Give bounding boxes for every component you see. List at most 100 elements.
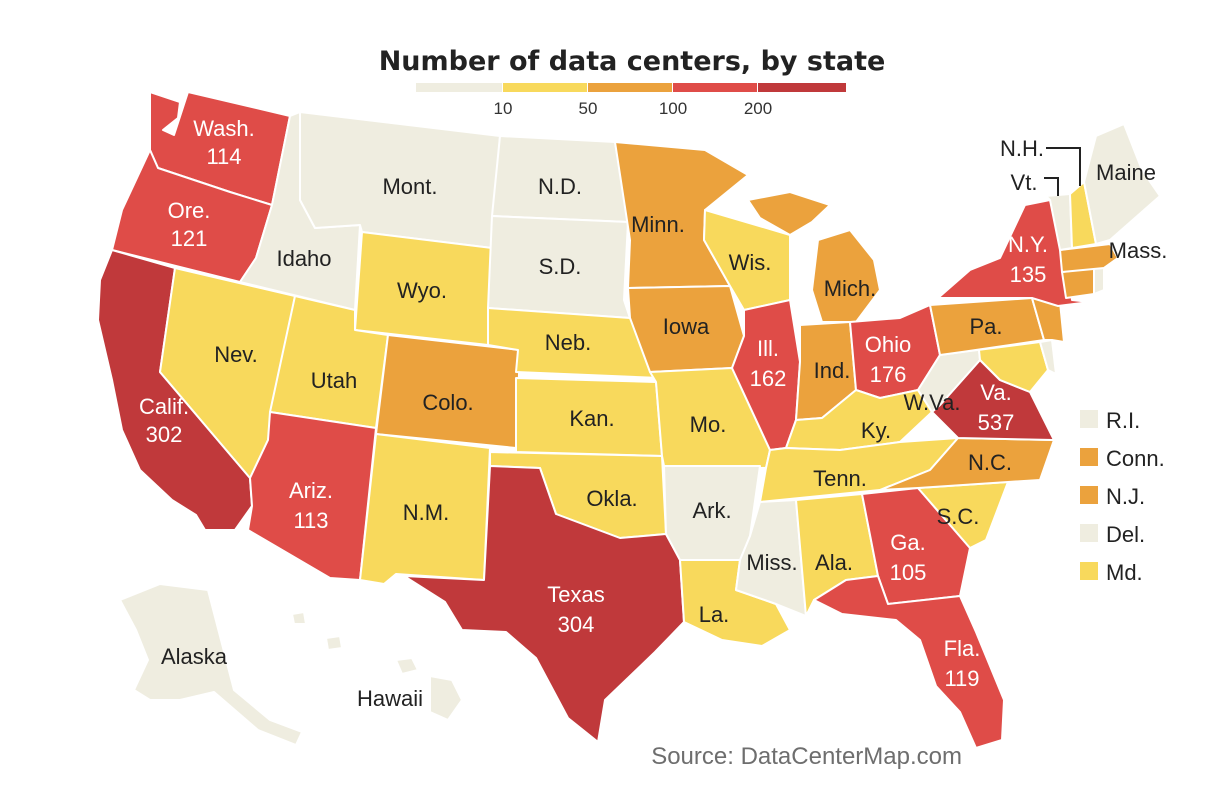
state-vermont <box>1045 193 1073 251</box>
label-georgia: Ga. <box>890 530 925 555</box>
label-iowa: Iowa <box>663 314 710 339</box>
state-texas <box>403 465 685 743</box>
legend-swatch-1 <box>503 83 587 92</box>
small-state-label-conn: Conn. <box>1106 446 1165 471</box>
small-state-swatch-nj <box>1080 486 1098 504</box>
value-new-york: 135 <box>1010 262 1047 287</box>
state-north-carolina <box>879 437 1055 491</box>
label-maine: Maine <box>1096 160 1156 185</box>
label-mississippi: Miss. <box>746 550 797 575</box>
label-oregon: Ore. <box>168 198 211 223</box>
label-indiana: Ind. <box>814 358 851 383</box>
value-oregon: 121 <box>171 226 208 251</box>
state-pennsylvania <box>929 297 1045 356</box>
value-florida: 119 <box>944 666 979 691</box>
label-utah: Utah <box>311 368 357 393</box>
label-idaho: Idaho <box>276 246 331 271</box>
state-labels: Wash. 114 Ore. 121 Calif. 302 Idaho Nev.… <box>139 116 1167 711</box>
label-california: Calif. <box>139 394 189 419</box>
label-montana: Mont. <box>382 174 437 199</box>
label-alabama: Ala. <box>815 550 853 575</box>
value-arizona: 113 <box>293 508 328 533</box>
label-north-carolina: N.C. <box>968 450 1012 475</box>
label-minnesota: Minn. <box>631 212 685 237</box>
label-west-virginia: W.Va. <box>903 390 960 415</box>
label-arizona: Ariz. <box>289 478 333 503</box>
legend-tick-100: 100 <box>659 99 687 118</box>
label-wisconsin: Wis. <box>729 250 772 275</box>
label-nevada: Nev. <box>214 342 258 367</box>
state-rhode-island <box>1093 267 1105 295</box>
value-california: 302 <box>146 422 183 447</box>
label-texas: Texas <box>547 582 604 607</box>
value-washington: 114 <box>206 144 241 169</box>
small-state-label-del: Del. <box>1106 522 1145 547</box>
label-alaska: Alaska <box>161 644 228 669</box>
legend-swatch-4 <box>758 83 846 92</box>
legend-tick-10: 10 <box>494 99 513 118</box>
state-maine <box>1083 123 1161 245</box>
label-new-hampshire: N.H. <box>1000 136 1044 161</box>
label-arkansas: Ark. <box>692 498 731 523</box>
source-note: Source: DataCenterMap.com <box>651 743 962 770</box>
value-texas: 304 <box>558 612 595 637</box>
label-illinois: Ill. <box>757 336 779 361</box>
legend-swatch-0 <box>416 83 502 92</box>
label-michigan: Mich. <box>824 276 877 301</box>
state-hawaii-maui <box>395 657 419 675</box>
small-state-label-ri: R.I. <box>1106 408 1140 433</box>
label-virginia: Va. <box>980 380 1011 405</box>
value-georgia: 105 <box>890 560 927 585</box>
state-michigan <box>811 229 881 323</box>
state-south-dakota <box>487 215 631 319</box>
state-hawaii-oahu <box>325 635 343 651</box>
label-kentucky: Ky. <box>861 418 891 443</box>
label-colorado: Colo. <box>422 390 473 415</box>
label-tennessee: Tenn. <box>813 466 867 491</box>
label-oklahoma: Okla. <box>586 486 637 511</box>
label-north-dakota: N.D. <box>538 174 582 199</box>
state-tennessee <box>759 437 959 503</box>
small-state-swatch-ri <box>1080 410 1098 428</box>
label-missouri: Mo. <box>690 412 727 437</box>
small-states-legend: R.I. Conn. N.J. Del. Md. <box>1080 408 1165 585</box>
value-virginia: 537 <box>978 410 1015 435</box>
legend-swatch-3 <box>673 83 757 92</box>
leader-line-new-hampshire <box>1046 147 1081 186</box>
label-nebraska: Neb. <box>545 330 591 355</box>
color-legend: 10 50 100 200 <box>416 83 846 118</box>
label-new-mexico: N.M. <box>403 500 449 525</box>
small-state-swatch-md <box>1080 562 1098 580</box>
label-hawaii: Hawaii <box>357 686 423 711</box>
state-hawaii-kauai <box>291 611 307 625</box>
small-state-label-md: Md. <box>1106 560 1143 585</box>
label-new-york: N.Y. <box>1008 232 1048 257</box>
label-south-carolina: S.C. <box>937 504 980 529</box>
state-new-mexico <box>359 433 491 585</box>
states-layer <box>97 91 1161 749</box>
label-pennsylvania: Pa. <box>969 314 1002 339</box>
label-washington: Wash. <box>193 116 255 141</box>
label-florida: Fla. <box>944 636 981 661</box>
small-state-swatch-conn <box>1080 448 1098 466</box>
label-ohio: Ohio <box>865 332 911 357</box>
label-louisiana: La. <box>699 602 730 627</box>
state-massachusetts <box>1059 243 1119 273</box>
map-title: Number of data centers, by state <box>379 46 886 77</box>
leader-lines <box>1044 147 1081 196</box>
label-massachusetts: Mass. <box>1109 238 1168 263</box>
state-alaska <box>119 583 303 746</box>
state-hawaii-big <box>429 675 463 721</box>
leader-line-vermont <box>1044 177 1059 196</box>
legend-tick-200: 200 <box>744 99 772 118</box>
small-state-swatch-del <box>1080 524 1098 542</box>
state-florida <box>813 575 1005 749</box>
legend-tick-50: 50 <box>579 99 598 118</box>
value-ohio: 176 <box>870 362 907 387</box>
label-south-dakota: S.D. <box>539 254 582 279</box>
legend-swatch-2 <box>588 83 672 92</box>
label-kansas: Kan. <box>569 406 614 431</box>
small-state-label-nj: N.J. <box>1106 484 1145 509</box>
label-vermont: Vt. <box>1011 170 1038 195</box>
